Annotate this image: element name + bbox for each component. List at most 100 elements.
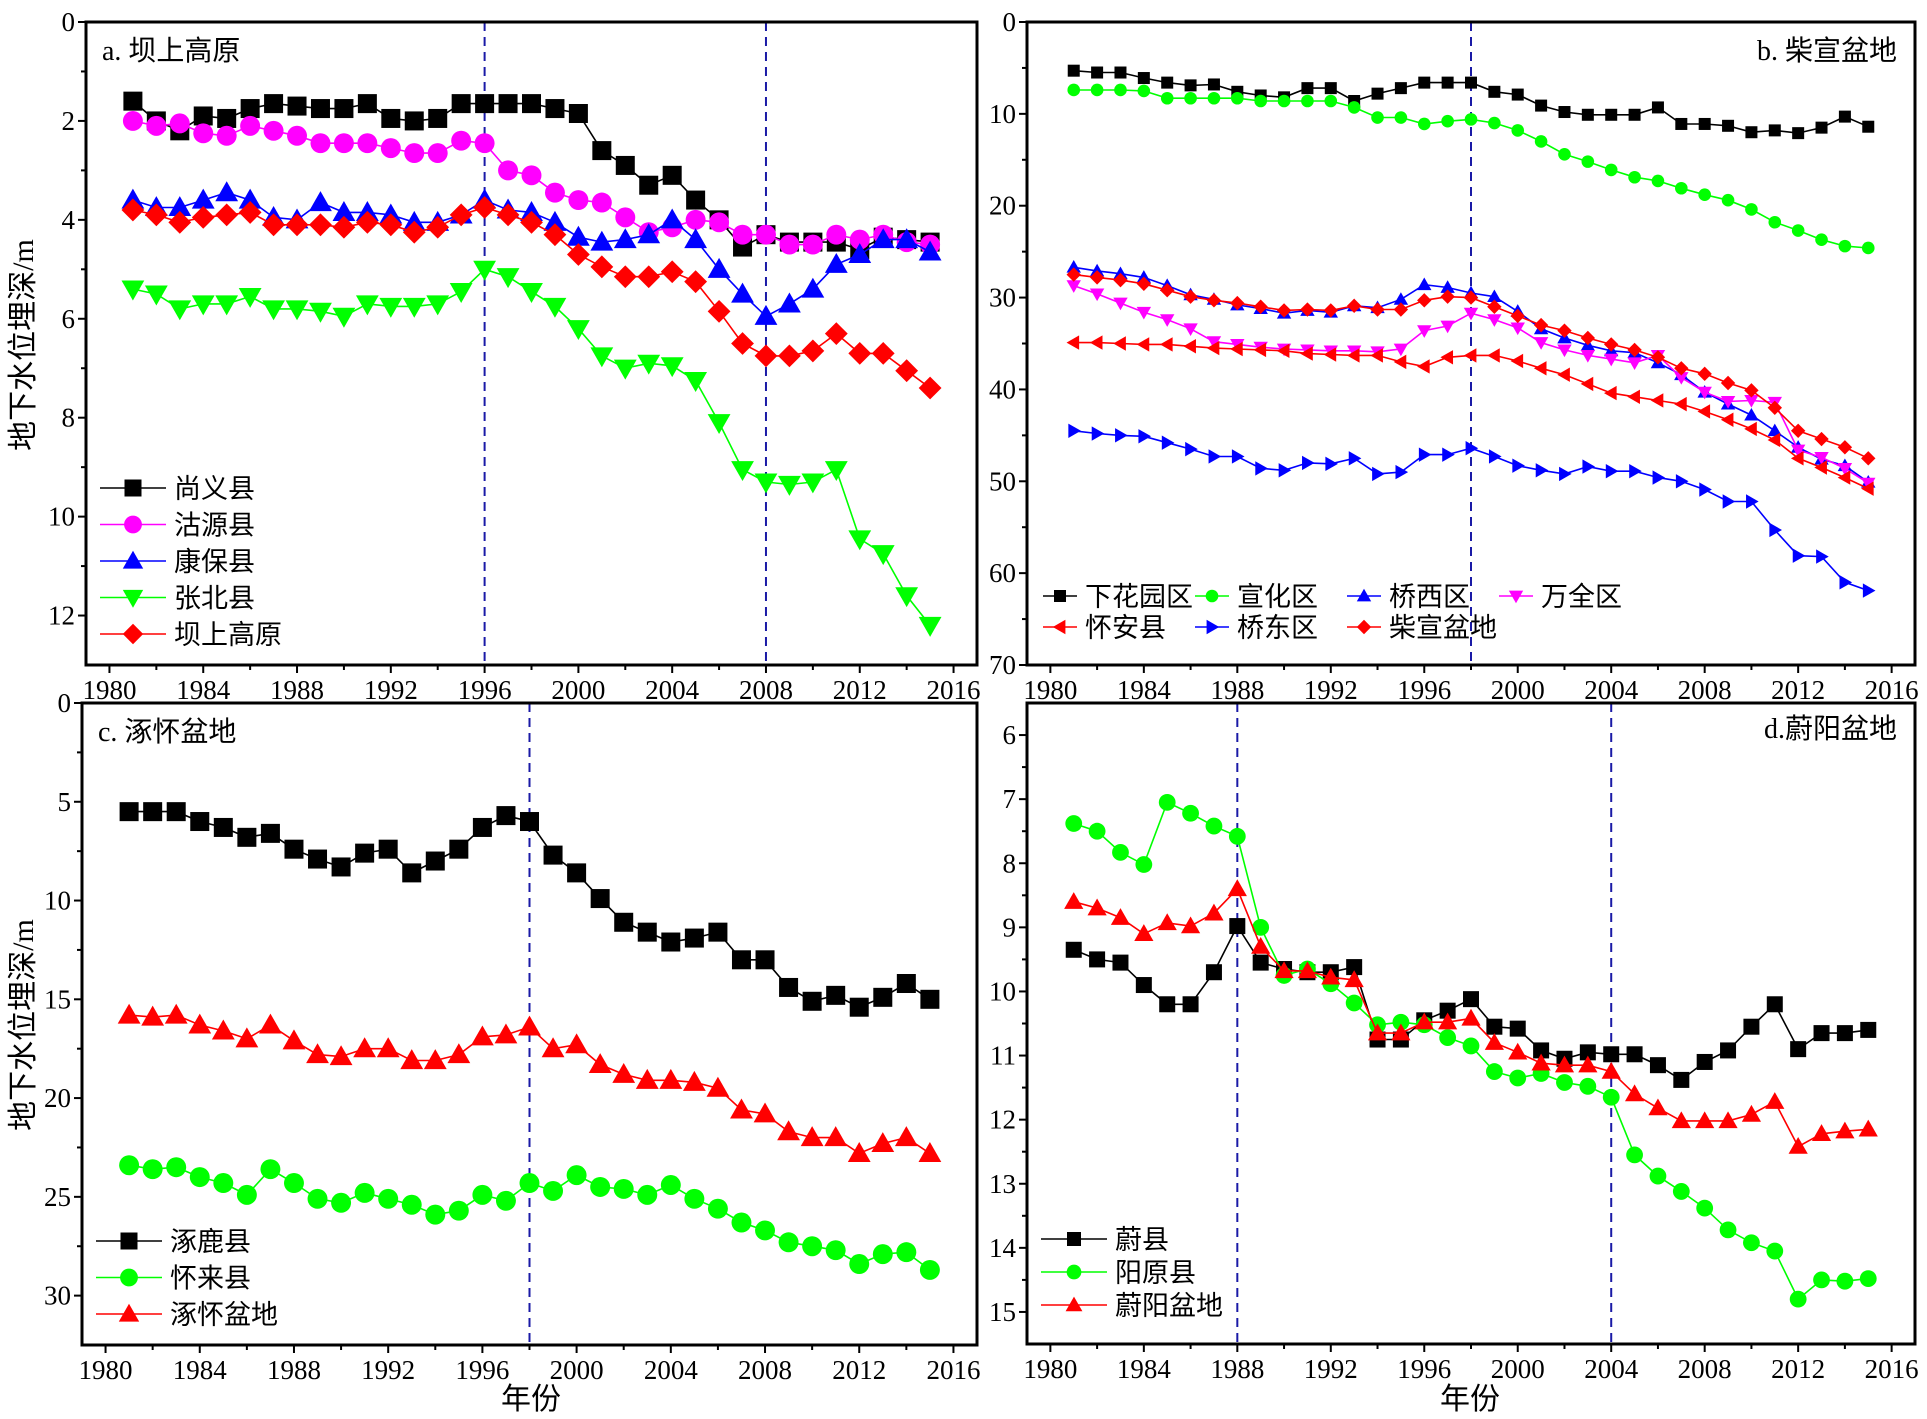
data-point [778, 1232, 799, 1253]
data-point [1837, 463, 1853, 476]
data-point [379, 213, 403, 237]
data-point [565, 1033, 589, 1054]
data-point [1417, 277, 1432, 291]
data-point [779, 234, 800, 255]
data-point [1089, 335, 1103, 350]
y-tick-label: 12 [48, 601, 75, 631]
data-point [472, 817, 492, 837]
data-point [1440, 350, 1454, 365]
data-point [684, 270, 708, 294]
data-point [920, 989, 940, 1009]
data-point [1746, 494, 1759, 509]
data-point [381, 108, 401, 128]
data-point [1463, 290, 1479, 305]
data-point [800, 1126, 824, 1147]
data-point [426, 215, 450, 239]
data-point [709, 212, 730, 233]
data-point [189, 1167, 210, 1188]
data-point [1300, 346, 1313, 361]
data-point [332, 215, 356, 239]
data-point [287, 96, 307, 116]
data-point [117, 1003, 141, 1024]
data-point [1674, 361, 1689, 376]
data-point [613, 359, 637, 380]
data-point [1862, 583, 1876, 598]
data-point [1135, 977, 1152, 994]
data-point [919, 1259, 940, 1280]
data-point [1300, 302, 1315, 317]
x-tick-label: 1980 [1023, 675, 1077, 705]
data-point [1346, 298, 1362, 314]
x-tick-label: 1996 [1397, 675, 1451, 705]
data-point [1604, 385, 1617, 401]
data-point [1718, 1111, 1738, 1129]
data-point [755, 1220, 776, 1241]
data-point [568, 104, 588, 124]
data-point [193, 106, 213, 126]
series-triangle-up [1064, 879, 1878, 1154]
data-point [1345, 994, 1363, 1012]
data-point [1439, 1002, 1456, 1019]
data-point [1418, 447, 1432, 462]
data-point [731, 950, 751, 970]
data-point [590, 889, 610, 909]
data-point [568, 190, 589, 211]
data-point [475, 94, 495, 114]
data-point [1462, 1037, 1480, 1055]
data-point [1485, 1063, 1503, 1080]
legend-label: 柴宣盆地 [1389, 613, 1497, 643]
legend-item: 怀来县 [96, 1264, 251, 1294]
data-point [1158, 793, 1176, 811]
legend-item: 桥西区 [1347, 582, 1470, 612]
data-point [1509, 1069, 1527, 1087]
data-point [707, 257, 731, 278]
data-point [661, 932, 681, 952]
data-point [1185, 441, 1198, 457]
panel-title: c. 涿怀盆地 [98, 716, 236, 748]
data-point [333, 133, 354, 154]
data-point [447, 1043, 471, 1064]
y-tick-label: 25 [44, 1182, 71, 1212]
data-point [1182, 996, 1199, 1013]
series-triangle-down [1066, 280, 1876, 491]
legend-item: 康保县 [100, 547, 255, 577]
data-point [1581, 155, 1595, 168]
legend-item: 沽源县 [100, 511, 255, 541]
data-point [1346, 348, 1360, 363]
data-point [1626, 1046, 1643, 1063]
data-point [1065, 815, 1083, 832]
legend-label: 蔚县 [1115, 1225, 1169, 1255]
data-point [896, 1242, 917, 1263]
data-point [1861, 241, 1875, 255]
x-tick-label: 1992 [361, 1355, 415, 1385]
data-point [191, 188, 215, 209]
x-tick-label: 1996 [458, 675, 512, 705]
data-point [543, 845, 563, 865]
data-point [518, 1015, 541, 1036]
legend-item: 坝上高原 [100, 620, 282, 650]
series-diamond [121, 196, 942, 400]
data-point [754, 473, 778, 494]
data-point [166, 1157, 187, 1178]
x-tick-label: 2008 [739, 675, 793, 705]
data-point [871, 228, 895, 249]
data-point [615, 155, 635, 175]
data-point [423, 1049, 447, 1070]
y-tick-label: 10 [989, 976, 1016, 1006]
data-point [1253, 342, 1267, 358]
data-point [1486, 1018, 1503, 1035]
data-point [1766, 996, 1783, 1013]
panel-title: b. 柴宣盆地 [1757, 35, 1897, 67]
data-point [1183, 289, 1198, 304]
data-point [1604, 353, 1619, 367]
y-tick-label: 5 [58, 787, 72, 817]
data-point [1394, 82, 1407, 95]
data-point [1417, 117, 1431, 131]
legend-item: 涿鹿县 [96, 1227, 251, 1257]
data-point [918, 376, 942, 400]
data-point [168, 210, 192, 234]
data-point [168, 300, 192, 321]
y-tick-label: 40 [989, 374, 1016, 404]
data-point [1815, 233, 1828, 247]
x-tick-label: 2004 [1584, 1354, 1639, 1384]
